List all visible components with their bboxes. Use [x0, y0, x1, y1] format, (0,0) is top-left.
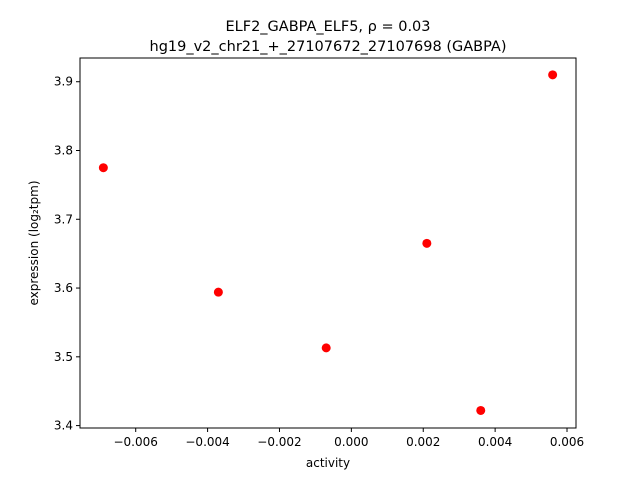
data-point	[98, 163, 108, 173]
x-tick-label: 0.000	[334, 435, 368, 449]
y-tick-label: 3.7	[54, 212, 73, 226]
data-point	[213, 287, 223, 297]
x-tick-label: 0.006	[550, 435, 584, 449]
y-axis-ticks: 3.4 3.5 3.6 3.7 3.8 3.9	[54, 75, 80, 433]
chart-title-line2: hg19_v2_chr21_+_27107672_27107698 (GABPA…	[150, 39, 507, 55]
data-point	[321, 343, 331, 353]
y-axis-label: expression (log₂tpm)	[27, 180, 41, 305]
x-axis-ticks: −0.006 −0.004 −0.002 0.000 0.002 0.004 0.006	[113, 428, 584, 449]
x-tick-label: −0.004	[185, 435, 229, 449]
x-tick-label: −0.006	[113, 435, 157, 449]
plot-area-frame	[79, 57, 577, 429]
y-tick-label: 3.8	[54, 144, 73, 158]
x-tick-label: 0.004	[478, 435, 512, 449]
y-tick-label: 3.6	[54, 281, 73, 295]
chart-title-line1: ELF2_GABPA_ELF5, ρ = 0.03	[225, 19, 430, 35]
x-axis-label: activity	[306, 456, 350, 470]
data-points	[98, 70, 558, 415]
y-tick-label: 3.5	[54, 350, 73, 364]
y-tick-label: 3.9	[54, 75, 73, 89]
data-point	[476, 405, 486, 415]
x-tick-label: −0.002	[257, 435, 301, 449]
y-tick-label: 3.4	[54, 419, 73, 433]
x-tick-label: 0.002	[406, 435, 440, 449]
data-point	[548, 70, 558, 80]
data-point	[422, 238, 432, 248]
